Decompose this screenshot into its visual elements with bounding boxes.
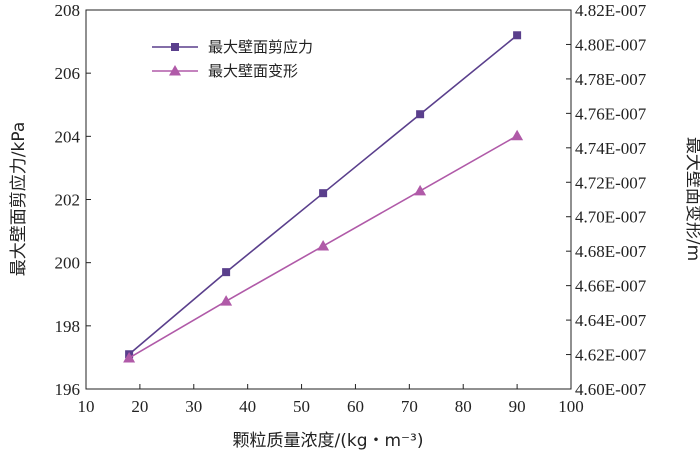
right-y-tick-label: 4.80E-007 [575,35,647,54]
x-axis-title: 颗粒质量浓度/(kg・m⁻³) [233,431,424,451]
right-y-tick-label: 4.74E-007 [575,139,647,158]
left-y-tick-label: 200 [55,254,81,273]
axis-ticks [85,9,572,390]
right-y-tick-label: 4.68E-007 [575,242,647,261]
series-1-point [513,31,522,40]
right-y-tick-label: 4.62E-007 [575,346,647,365]
x-tick-label: 20 [131,397,148,416]
legend-label-2: 最大壁面变形 [208,62,298,80]
series-2-point [123,351,136,363]
right-y-tick-label: 4.60E-007 [575,380,647,399]
right-y-tick-label: 4.72E-007 [575,173,647,192]
series-2-point [220,295,233,306]
x-tick-label: 30 [185,397,202,416]
x-tick-label: 10 [78,397,95,416]
left-y-axis-title: 最大壁面剪应力/kPa [9,122,29,276]
left-y-tick-label: 196 [55,380,81,399]
series-2-point [317,240,330,251]
legend-marker-2 [169,65,181,76]
x-tick-label: 100 [558,397,584,416]
right-y-tick-label: 4.82E-007 [575,1,647,20]
series-1-point [319,189,328,198]
left-y-tick-label: 198 [55,317,81,336]
series-2-point [414,184,427,196]
legend-marker-1 [171,43,179,51]
series-1-point [222,268,231,277]
right-y-axis-title: 最大壁面变形/m [683,137,700,261]
left-y-tick-label: 206 [55,64,81,83]
x-tick-label: 80 [455,397,472,416]
x-tick-label: 40 [239,397,256,416]
right-y-tick-label: 4.78E-007 [575,70,647,89]
x-tick-label: 90 [509,397,526,416]
axis-tick-labels: 10 20 30 40 50 60 70 80 90 100 196 198 200 202 204 206 2… [55,1,647,416]
left-y-tick-label: 204 [55,127,81,146]
plot-frame [85,9,572,390]
left-y-tick-label: 202 [55,191,81,210]
right-y-tick-label: 4.70E-007 [575,208,647,227]
right-y-tick-label: 4.64E-007 [575,311,647,330]
right-y-tick-label: 4.76E-007 [575,104,647,123]
series-2-point [511,129,524,141]
right-y-tick-label: 4.66E-007 [575,277,647,296]
series-layer [123,31,524,363]
x-tick-label: 70 [401,397,418,416]
x-tick-label: 60 [347,397,364,416]
series-1-point [416,110,425,119]
left-y-tick-label: 208 [55,1,81,20]
x-tick-label: 50 [293,397,310,416]
legend-label-1: 最大壁面剪应力 [208,38,313,56]
